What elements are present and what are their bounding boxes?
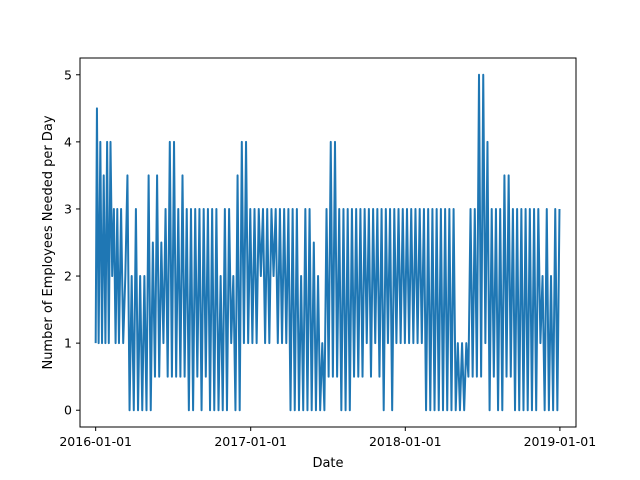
y-tick-label-0: 0 xyxy=(64,403,72,418)
x-axis-label: Date xyxy=(312,456,343,471)
x-tick-label-2: 2018-01-01 xyxy=(369,434,442,449)
plot-frame xyxy=(79,57,577,428)
series-line-0 xyxy=(94,73,561,412)
x-tick-label-0: 2016-01-01 xyxy=(59,434,132,449)
y-axis-label: Number of Employees Needed per Day xyxy=(41,115,56,369)
y-tick-label-4: 4 xyxy=(64,134,72,149)
x-tick-label-1: 2017-01-01 xyxy=(214,434,287,449)
y-tick-label-5: 5 xyxy=(64,67,72,82)
y-tick-label-1: 1 xyxy=(64,336,72,351)
y-tick-label-2: 2 xyxy=(64,269,72,284)
x-tick-label-3: 2019-01-01 xyxy=(524,434,597,449)
y-tick-label-3: 3 xyxy=(64,201,72,216)
